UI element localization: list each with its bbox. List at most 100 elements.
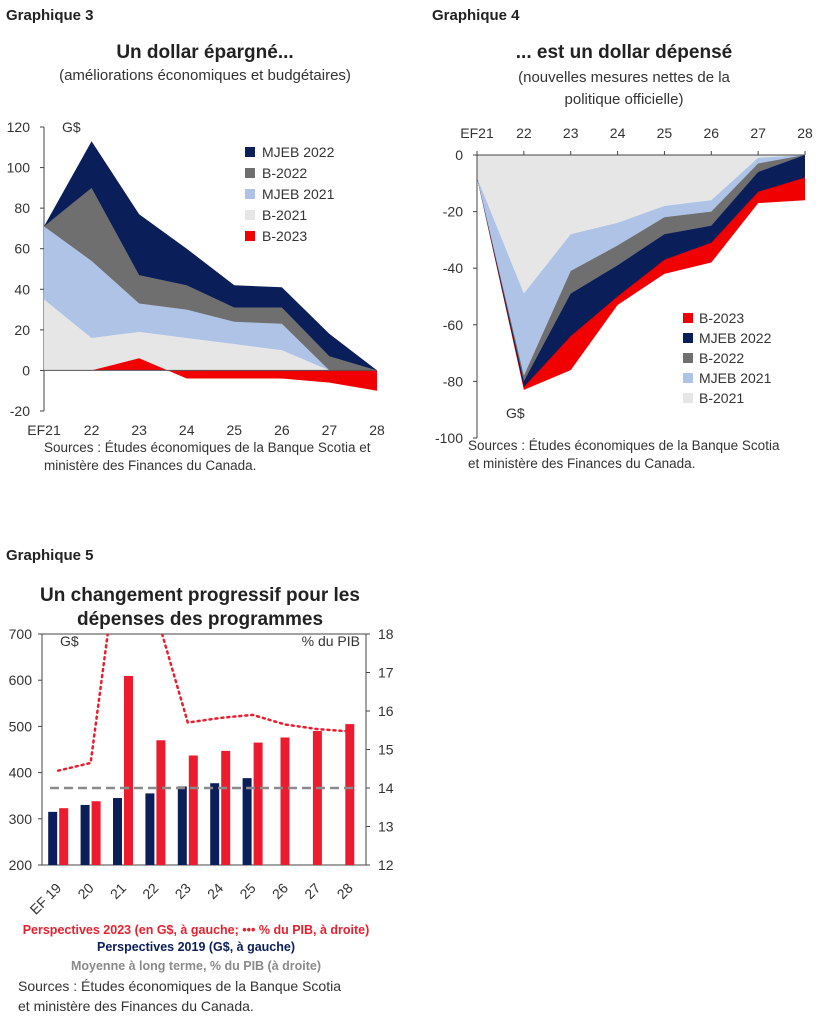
- chart-4-subtitle-line-2: politique officielle): [564, 91, 684, 108]
- chart-3-legend-swatch: [245, 168, 255, 178]
- chart-5-y2-tick-label: 12: [378, 857, 394, 873]
- chart-4-y-tick-label: -100: [435, 430, 463, 445]
- chart-4-y-tick-label: -20: [443, 204, 463, 220]
- chart-5-bar-2023: [312, 731, 322, 865]
- chart-4-panel: Graphique 4 ... est un dollar dépensé (n…: [420, 0, 828, 500]
- chart-3-legend-swatch: [245, 210, 255, 220]
- chart-4-legend-swatch: [683, 373, 693, 383]
- chart-4-x-tick-label: 27: [750, 125, 766, 141]
- chart-5-x-tick-label: 24: [204, 880, 226, 902]
- chart-5-bar-2019: [80, 804, 90, 865]
- chart-4-legend-label: B-2023: [699, 310, 744, 326]
- chart-3-legend-label: B-2023: [262, 228, 307, 244]
- chart-4-unit-label: G$: [506, 405, 525, 421]
- chart-3-x-tick-label: 27: [322, 422, 338, 438]
- chart-4-legend-swatch: [683, 313, 693, 323]
- chart-4-x-tick-label: EF21: [460, 125, 494, 141]
- chart-5-panel: Graphique 5 Un changement progressif pou…: [0, 540, 410, 1023]
- chart-5-bar-2023: [253, 742, 263, 865]
- chart-5-y2-tick-label: 18: [378, 626, 394, 642]
- chart-3-y-tick-label: 0: [22, 362, 30, 378]
- chart-3-y-tick-label: 80: [14, 200, 30, 216]
- chart-4-label: Graphique 4: [432, 7, 520, 24]
- chart-5-title-line-2: dépenses des programmes: [76, 609, 324, 630]
- chart-5-y-tick-label: 600: [9, 672, 33, 688]
- chart-3-plot: -20 0 20 40 60 80 100 120 G$ EF21 22 23 24 25 26 27 28 MJ…: [7, 119, 385, 438]
- chart-4-area-b-2021: [477, 155, 805, 294]
- chart-3-y-tick-label: 100: [7, 160, 31, 176]
- chart-5-source: Sources : Études économiques de la Banqu…: [18, 976, 341, 1016]
- chart-4-y-tick-label: -60: [443, 317, 463, 333]
- chart-5-bar-2019: [210, 783, 220, 865]
- chart-3-label: Graphique 3: [6, 7, 94, 24]
- chart-5-bar-2019: [177, 786, 187, 865]
- chart-5-bar-2023: [345, 724, 355, 865]
- chart-4-x-tick-label: 25: [657, 125, 673, 141]
- chart-3-unit-label: G$: [62, 119, 81, 135]
- chart-3-x-tick-label: EF21: [27, 422, 61, 438]
- chart-3-x-tick-label: 26: [274, 422, 290, 438]
- chart-5-x-tick-label: 26: [269, 880, 291, 902]
- chart-3-area-b-2023: [44, 358, 377, 391]
- chart-4-subtitle: (nouvelles mesures nettes de la politiqu…: [420, 67, 828, 111]
- chart-5-x-tick-label: EF 19: [27, 880, 65, 918]
- chart-4-legend-label: B-2021: [699, 390, 744, 406]
- chart-5-bar-2023: [59, 808, 69, 865]
- chart-5-bar-2019: [113, 798, 122, 865]
- chart-3-source-line-1: Sources : Études économiques de la Banqu…: [44, 440, 371, 455]
- chart-3-legend-swatch: [245, 189, 255, 199]
- chart-5-x-tick-label: 25: [236, 880, 258, 902]
- chart-4-legend-swatch: [683, 353, 693, 363]
- chart-4-title: ... est un dollar dépensé: [515, 42, 733, 63]
- chart-5-y-tick-label: 200: [9, 857, 33, 873]
- chart-3-area-b-2021: [44, 299, 377, 371]
- chart-5-bar-2023: [124, 676, 133, 865]
- chart-4-source-line-1: Sources : Études économiques de la Banqu…: [468, 438, 780, 453]
- chart-3-y-tick-label: 120: [7, 119, 31, 135]
- chart-5-y2-tick-label: 17: [378, 665, 394, 681]
- chart-3-y-tick-label: -20: [10, 403, 30, 419]
- chart-4-source-line-2: et ministère des Finances du Canada.: [468, 456, 696, 471]
- chart-5-unit-right: % du PIB: [302, 633, 360, 649]
- chart-4-legend-swatch: [683, 393, 693, 403]
- chart-4-plot: -100 -80 -60 -40 -20 0 EF21 22 23 24 25 26 27 28 G$ B-2…: [435, 125, 813, 445]
- chart-5-y2-tick-label: 16: [378, 703, 394, 719]
- chart-5-source-line-2: et ministère des Finances du Canada.: [18, 998, 254, 1014]
- chart-3-y-tick-label: 40: [14, 281, 30, 297]
- chart-4-x-tick-label: 26: [703, 125, 719, 141]
- chart-3-title: Un dollar épargné...: [116, 42, 294, 63]
- chart-3-y-tick-label: 20: [14, 322, 30, 338]
- chart-3-legend-label: B-2021: [262, 207, 307, 223]
- chart-4-source: Sources : Études économiques de la Banqu…: [468, 437, 779, 473]
- chart-5-bar-2023: [188, 755, 198, 865]
- chart-5-label: Graphique 5: [6, 547, 94, 564]
- chart-5-bar-2019: [145, 793, 155, 865]
- chart-4-x-tick-label: 23: [563, 125, 579, 141]
- chart-4-x-tick-label: 28: [797, 125, 813, 141]
- chart-5-bar-2019: [242, 778, 252, 865]
- chart-3-x-tick-label: 22: [84, 422, 100, 438]
- chart-5-x-tick-label: 23: [172, 880, 194, 902]
- chart-5-title-line-1: Un changement progressif pour les: [40, 585, 360, 606]
- chart-5-x-tick-label: 28: [334, 880, 356, 902]
- chart-3-legend-label: MJEB 2022: [262, 144, 335, 160]
- chart-3-x-tick-label: 24: [179, 422, 195, 438]
- chart-5-x-tick-label: 27: [301, 880, 323, 902]
- chart-3-x-tick-label: 23: [131, 422, 147, 438]
- chart-4-subtitle-line-1: (nouvelles mesures nettes de la: [518, 69, 730, 86]
- chart-5-y-tick-label: 300: [9, 811, 33, 827]
- chart-5-bar-2023: [91, 801, 101, 865]
- chart-3-y-tick-label: 60: [14, 241, 30, 257]
- chart-5-y2-tick-label: 14: [378, 780, 394, 796]
- chart-5-plot: 200 300 400 500 600 700 12 13 14 15 16 17 18 G$ % du P…: [9, 626, 394, 918]
- chart-5-bar-2023: [221, 750, 231, 865]
- chart-4-x-tick-label: 24: [610, 125, 626, 141]
- chart-3-source: Sources : Études économiques de la Banqu…: [44, 439, 370, 475]
- chart-5-x-tick-label: 20: [74, 880, 96, 902]
- chart-4-legend-label: B-2022: [699, 350, 744, 366]
- chart-5-bar-2023: [280, 737, 290, 865]
- chart-3-legend-swatch: [245, 231, 255, 241]
- chart-5-legend-navy: Perspectives 2019 (G$, à gauche): [96, 940, 296, 954]
- chart-4-x-tick-label: 22: [516, 125, 532, 141]
- chart-5-unit-left: G$: [60, 633, 79, 649]
